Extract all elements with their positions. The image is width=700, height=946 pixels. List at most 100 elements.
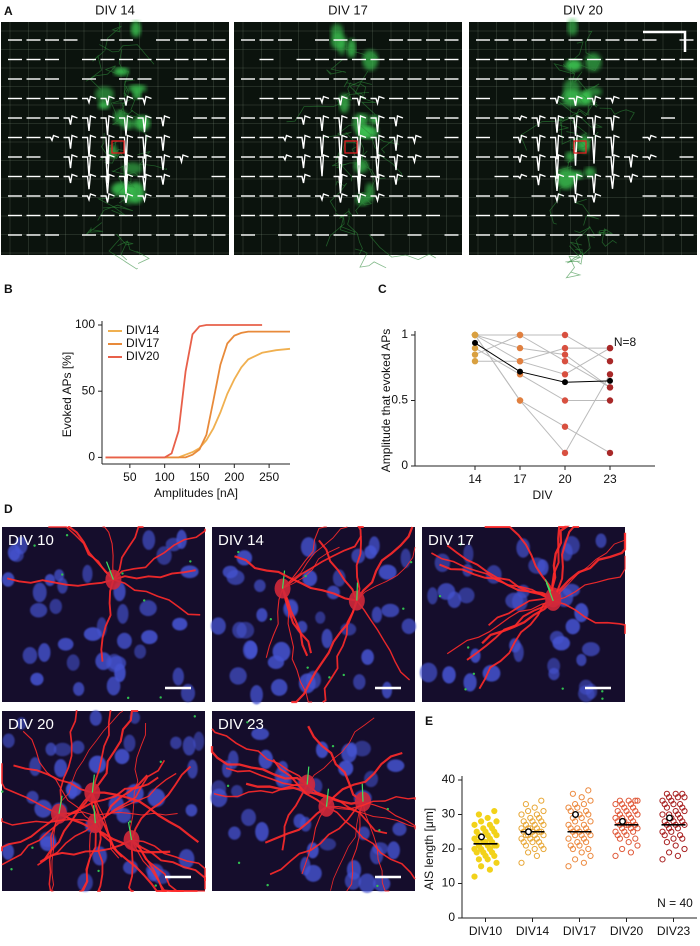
dendrite	[281, 588, 309, 657]
neurite	[572, 102, 597, 140]
x-tick-label: DIV20	[610, 924, 644, 938]
nucleus	[371, 606, 383, 623]
trace	[642, 134, 657, 142]
nucleus	[71, 740, 85, 755]
speck	[342, 673, 345, 677]
dendrite	[282, 526, 348, 589]
dendrite	[112, 526, 144, 581]
cell-line	[474, 334, 611, 375]
cell-point	[471, 351, 479, 358]
trace	[389, 173, 404, 185]
trace	[352, 134, 367, 166]
nucleus	[562, 583, 580, 597]
cell-point	[471, 358, 479, 365]
ais-point	[672, 842, 679, 849]
nucleus	[427, 587, 438, 605]
nucleus	[44, 573, 56, 587]
cell-body	[584, 167, 596, 178]
dendrite	[484, 526, 555, 598]
ais-point	[661, 818, 668, 825]
dendrite	[281, 535, 362, 590]
nucleus	[108, 795, 124, 815]
nucleus	[185, 804, 198, 817]
cell-line	[474, 342, 611, 383]
ais-point	[679, 790, 686, 797]
dendrite	[79, 822, 96, 892]
dendrite	[291, 600, 358, 704]
dendrite	[58, 710, 78, 814]
neurite	[116, 233, 134, 261]
nucleus	[244, 641, 258, 659]
trace	[550, 193, 565, 204]
trace	[550, 115, 565, 133]
legend-label: DIV14	[126, 323, 160, 337]
nucleus	[392, 822, 407, 836]
image-title: DIV 20	[563, 2, 603, 17]
trace	[513, 173, 528, 180]
ais-point	[531, 804, 538, 811]
ais-point	[670, 835, 677, 842]
ais	[93, 805, 96, 824]
cell-point	[561, 344, 569, 352]
ais-point	[677, 801, 684, 808]
ais-point	[578, 794, 585, 801]
x-tick-label: DIV14	[516, 924, 550, 938]
trace	[174, 154, 189, 165]
nucleus	[344, 872, 362, 890]
neurite	[329, 180, 348, 212]
x-tick-label: 20	[558, 472, 572, 486]
trace	[531, 115, 546, 127]
trace	[119, 95, 134, 106]
ais	[306, 766, 310, 785]
nucleus	[516, 538, 531, 558]
nucleus	[513, 642, 524, 662]
nucleus	[372, 875, 391, 892]
dendrite	[112, 528, 206, 581]
image-label: DIV 17	[428, 532, 474, 549]
nucleus	[30, 672, 44, 686]
dendrite	[102, 526, 114, 580]
speck	[386, 807, 389, 811]
neurite	[348, 81, 376, 115]
trace	[605, 134, 620, 157]
nucleus	[142, 530, 156, 550]
cell-body	[585, 87, 602, 97]
y-tick-label: 1	[401, 327, 408, 341]
speck	[128, 820, 132, 823]
ais-point	[533, 811, 541, 818]
trace	[587, 193, 602, 203]
ais	[281, 570, 286, 589]
nucleus	[134, 644, 147, 659]
cell-point	[606, 371, 614, 378]
ais-point	[587, 852, 594, 860]
ais-point	[520, 818, 527, 825]
nucleus	[361, 649, 374, 665]
ais	[105, 561, 114, 580]
cell-line	[475, 347, 610, 362]
cell-point	[561, 423, 569, 430]
ais-point	[531, 845, 538, 853]
highlight-point	[478, 833, 486, 841]
stim-electrode	[573, 140, 587, 154]
dendrite	[362, 801, 416, 830]
nucleus	[123, 734, 136, 752]
x-tick-label: DIV17	[563, 924, 597, 938]
x-axis-label: Amplitudes [nA]	[154, 486, 238, 500]
nucleus	[106, 676, 121, 696]
trace	[513, 154, 528, 163]
ais-point	[612, 801, 619, 808]
neurite	[565, 241, 584, 265]
nucleus	[547, 657, 561, 675]
highlight-point	[525, 828, 533, 836]
speck	[121, 572, 124, 575]
cell-point	[516, 344, 524, 352]
trace	[137, 95, 152, 107]
dendrite	[488, 596, 554, 626]
dendrite	[1, 792, 93, 866]
panel-label: E	[425, 714, 433, 728]
dendrite	[113, 569, 196, 581]
highlight-point	[666, 814, 674, 822]
trace	[100, 115, 115, 136]
trace	[82, 193, 97, 202]
